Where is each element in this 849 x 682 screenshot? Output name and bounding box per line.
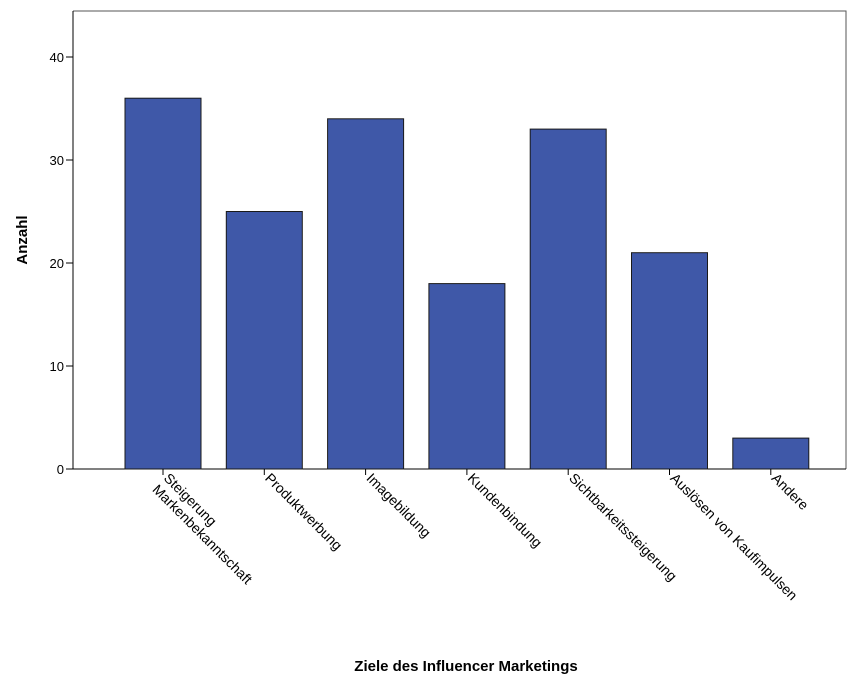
x-axis: SteigerungMarkenbekanntschaft Produktwerb… [150,469,812,603]
bar [631,252,708,470]
x-tick-label: Sichtbarkeitssteigerung [566,470,680,584]
bars [124,97,810,470]
bar [327,118,405,470]
y-axis-title: Anzahl [14,215,31,264]
x-tick-label: SteigerungMarkenbekanntschaft [150,470,267,587]
x-tick-label: Produktwerbung [262,470,345,553]
x-axis-title: Ziele des Influencer Marketings [354,658,577,675]
y-tick-label: 40 [50,50,64,65]
plot-frame-border [73,10,847,469]
y-axis: 0 10 20 30 40 [50,50,73,477]
bar [225,211,303,470]
bar [428,283,506,470]
bar [124,97,202,470]
y-tick-label: 0 [57,462,64,477]
bar [529,128,607,470]
x-tick-label: Kundenbindung [465,470,546,551]
y-tick-label: 10 [50,359,64,374]
y-tick-label: 30 [50,153,64,168]
x-tick-label: Andere [769,470,812,513]
y-tick-label: 20 [50,256,64,271]
bar [732,437,810,470]
x-tick-label: Imagebildung [363,470,434,541]
